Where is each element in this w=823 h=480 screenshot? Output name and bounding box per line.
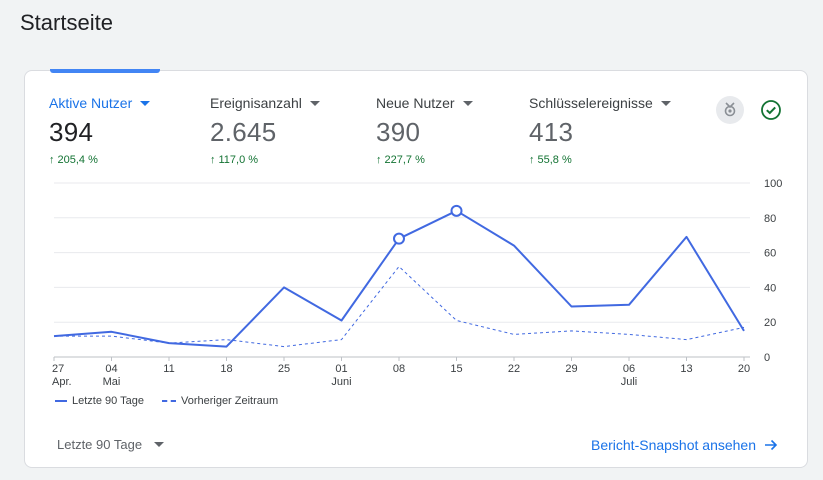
data-point-marker[interactable] (450, 204, 463, 217)
status-button[interactable] (757, 96, 785, 124)
metric-value: 394 (49, 117, 94, 147)
date-range-select[interactable]: Letzte 90 Tage (57, 437, 165, 452)
legend-label: Vorheriger Zeitraum (180, 395, 279, 407)
caret-down-icon (140, 100, 151, 106)
metric-value: 413 (529, 117, 574, 147)
x-tick-label: 13 (680, 363, 692, 375)
x-tick-label: 25 (278, 363, 290, 375)
x-tick-label: 29 (565, 363, 577, 375)
arrow-up-icon: ↑ (49, 154, 55, 166)
y-tick-label: 20 (764, 317, 776, 329)
metric-key-events[interactable]: Schlüsselereignisse 413 ↑ 55,8 % (529, 95, 671, 166)
y-tick-label: 80 (764, 213, 776, 225)
report-snapshot-link[interactable]: Bericht-Snapshot ansehen (591, 437, 778, 453)
legend-item-previous: Vorheriger Zeitraum (161, 395, 279, 407)
x-tick-label: 11 (163, 363, 174, 375)
metric-change: ↑ 205,4 % (49, 154, 150, 166)
metric-value: 390 (376, 117, 421, 147)
metric-new-users[interactable]: Neue Nutzer 390 ↑ 227,7 % (376, 95, 473, 166)
series-line-previous (54, 266, 745, 348)
solid-line-swatch (55, 400, 67, 402)
report-snapshot-label: Bericht-Snapshot ansehen (591, 437, 756, 453)
metric-value: 2.645 (210, 117, 277, 147)
metric-selector[interactable]: Ereignisanzahl (210, 95, 320, 111)
chart-legend: Letzte 90 Tage Vorheriger Zeitraum (55, 395, 278, 407)
y-tick-label: 60 (764, 248, 776, 260)
x-tick-label: 08 (393, 363, 405, 375)
y-tick-label: 40 (764, 282, 776, 294)
arrow-up-icon: ↑ (210, 154, 216, 166)
overview-card: Aktive Nutzer 394 ↑ 205,4 % Ereignisanza… (24, 69, 808, 468)
metric-event-count[interactable]: Ereignisanzahl 2.645 ↑ 117,0 % (210, 95, 320, 166)
arrow-right-icon (765, 439, 778, 451)
metric-change-value: 205,4 % (57, 154, 98, 166)
data-point-marker[interactable] (393, 232, 405, 245)
caret-down-icon (154, 442, 165, 447)
x-tick-label: 22 (508, 363, 520, 375)
page-title: Startseite (20, 10, 113, 35)
metric-change: ↑ 117,0 % (210, 154, 320, 166)
metric-change-value: 55,8 % (537, 154, 572, 166)
check-circle-icon (761, 100, 781, 120)
x-tick-month-label: Juli (621, 376, 638, 388)
insights-button[interactable] (716, 96, 744, 124)
x-tick-label: 27 (52, 363, 64, 375)
series-line-current (53, 209, 745, 348)
y-tick-label: 0 (764, 352, 770, 364)
date-range-label: Letzte 90 Tage (57, 437, 143, 452)
x-tick-label: 18 (220, 363, 232, 375)
metric-change-value: 227,7 % (384, 154, 425, 166)
metric-active-users[interactable]: Aktive Nutzer 394 ↑ 205,4 % (49, 95, 151, 166)
metric-selector[interactable]: Aktive Nutzer (49, 95, 151, 111)
x-tick-label: 15 (450, 363, 462, 375)
x-tick-month-label: Mai (103, 376, 121, 388)
metric-selector[interactable]: Neue Nutzer (376, 95, 473, 111)
legend-item-current: Letzte 90 Tage (55, 395, 144, 407)
metric-label: Schlüsselereignisse (529, 95, 653, 111)
x-tick-label: 06 (623, 363, 635, 375)
caret-down-icon (660, 100, 671, 106)
active-tab-indicator (50, 69, 160, 73)
insights-icon (724, 102, 736, 117)
x-tick-month-label: Apr. (52, 376, 72, 388)
metric-change-value: 117,0 % (218, 154, 259, 166)
dashed-line-swatch (161, 400, 176, 402)
metric-label: Aktive Nutzer (49, 95, 133, 111)
metric-selector[interactable]: Schlüsselereignisse (529, 95, 671, 111)
metric-label: Neue Nutzer (376, 95, 455, 111)
metric-label: Ereignisanzahl (210, 95, 302, 111)
x-tick-label: 20 (738, 363, 750, 375)
caret-down-icon (309, 100, 320, 106)
legend-label: Letzte 90 Tage (72, 395, 144, 407)
metric-change: ↑ 227,7 % (376, 154, 473, 166)
y-tick-label: 100 (764, 178, 782, 190)
metric-change: ↑ 55,8 % (529, 154, 671, 166)
caret-down-icon (462, 100, 473, 106)
x-tick-month-label: Juni (331, 376, 351, 388)
x-tick-label: 01 (335, 363, 347, 375)
arrow-up-icon: ↑ (376, 154, 382, 166)
arrow-up-icon: ↑ (529, 154, 535, 166)
x-tick-label: 04 (105, 363, 117, 375)
